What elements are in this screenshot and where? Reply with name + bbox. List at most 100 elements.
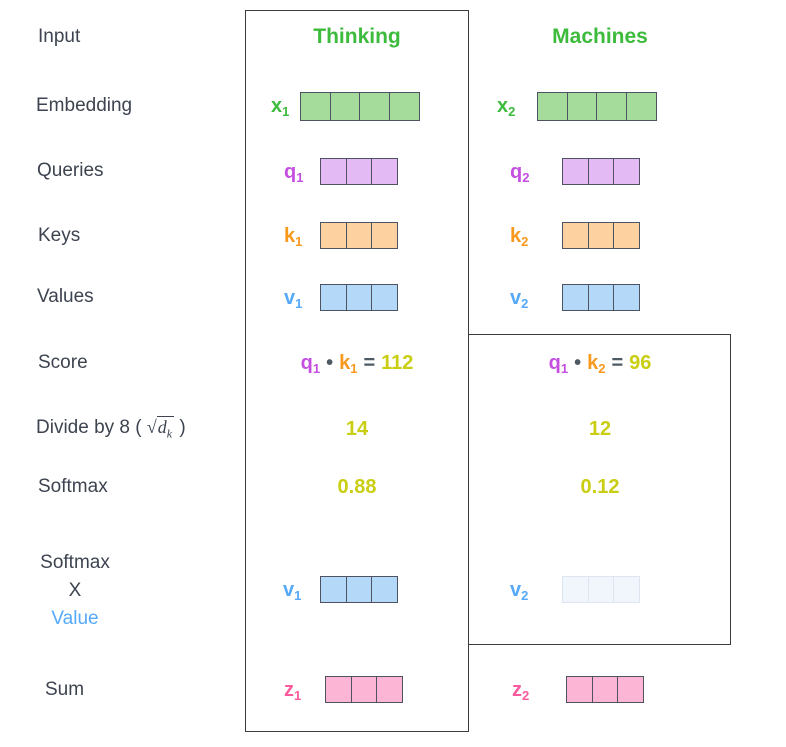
vector-k1 bbox=[320, 222, 398, 249]
dk-sub: k bbox=[166, 426, 173, 441]
vector-label-k2: k2 bbox=[510, 224, 528, 254]
score-expression-machines: q1 • k2 = 96 bbox=[470, 351, 730, 381]
softmax-x-line1: Softmax bbox=[40, 552, 110, 573]
vector-cell bbox=[325, 676, 352, 703]
vector-cell bbox=[371, 284, 398, 311]
vector-q1 bbox=[320, 158, 398, 185]
vector-cell bbox=[345, 284, 373, 311]
sqrt-radicand: dk bbox=[156, 416, 175, 441]
z1-sub: 1 bbox=[294, 688, 302, 703]
vector-label-z2: z2 bbox=[512, 678, 529, 708]
k1-sub: 1 bbox=[295, 234, 303, 249]
sv2-sub: 2 bbox=[521, 588, 529, 603]
vector-label-weighted-v2: v2 bbox=[510, 578, 528, 608]
score1-value: 112 bbox=[381, 352, 414, 374]
vector-x1 bbox=[300, 92, 420, 121]
vector-cell bbox=[562, 576, 589, 603]
score2-q-sub: 1 bbox=[560, 361, 569, 376]
vector-x2 bbox=[537, 92, 657, 121]
column-header-thinking: Thinking bbox=[313, 25, 401, 48]
vector-cell bbox=[345, 576, 373, 603]
v1-sub: 1 bbox=[295, 296, 303, 311]
k2-base: k bbox=[510, 225, 522, 247]
z1-base: z bbox=[284, 679, 294, 701]
vector-cell bbox=[371, 222, 398, 249]
q1-base: q bbox=[284, 161, 297, 183]
vector-v1 bbox=[320, 284, 398, 311]
divide-value-thinking: 14 bbox=[345, 418, 369, 440]
vector-label-z1: z1 bbox=[284, 678, 301, 708]
vector-cell bbox=[537, 92, 568, 121]
v1-base: v bbox=[284, 287, 296, 309]
vector-cell bbox=[371, 158, 398, 185]
score-region-box bbox=[468, 334, 731, 645]
divide-suffix: ) bbox=[179, 417, 186, 438]
vector-cell bbox=[587, 222, 615, 249]
vector-k2 bbox=[562, 222, 640, 249]
q2-sub: 2 bbox=[522, 170, 530, 185]
row-label-softmax-x-value: Softmax X Value bbox=[20, 549, 130, 633]
x2-sub: 2 bbox=[508, 104, 516, 119]
score1-k-base: k bbox=[339, 352, 351, 374]
k2-sub: 2 bbox=[521, 234, 529, 249]
vector-z2 bbox=[566, 676, 644, 703]
score1-k-sub: 1 bbox=[350, 361, 358, 376]
sv1-base: v bbox=[283, 579, 295, 601]
v2-sub: 2 bbox=[521, 296, 529, 311]
score2-k-sub: 2 bbox=[598, 361, 606, 376]
vector-cell bbox=[587, 576, 615, 603]
x2-base: x bbox=[497, 95, 509, 117]
row-label-input: Input bbox=[38, 26, 81, 47]
vector-cell bbox=[320, 222, 347, 249]
vector-cell bbox=[359, 92, 390, 121]
vector-cell bbox=[587, 284, 615, 311]
score2-q-base: q bbox=[548, 352, 561, 374]
vector-cell bbox=[345, 158, 373, 185]
score1-equals-sign: = bbox=[363, 352, 376, 374]
vector-cell bbox=[562, 284, 589, 311]
q2-base: q bbox=[510, 161, 523, 183]
vector-v2 bbox=[562, 284, 640, 311]
vector-cell bbox=[562, 222, 589, 249]
sv1-sub: 1 bbox=[294, 588, 302, 603]
vector-cell bbox=[591, 676, 619, 703]
vector-cell bbox=[300, 92, 331, 121]
vector-cell bbox=[613, 284, 640, 311]
vector-cell bbox=[613, 222, 640, 249]
vector-cell bbox=[596, 92, 627, 121]
vector-label-weighted-v1: v1 bbox=[283, 578, 301, 608]
sqrt-dk-formula: √dk bbox=[146, 416, 175, 441]
score1-q-term: q1 bbox=[301, 352, 320, 376]
vector-cell bbox=[562, 158, 589, 185]
row-label-score: Score bbox=[38, 352, 88, 373]
score1-k-term: k1 bbox=[339, 352, 358, 376]
v2-base: v bbox=[510, 287, 522, 309]
score2-k-base: k bbox=[587, 352, 599, 374]
sqrt-sign: √ bbox=[146, 417, 157, 437]
score2-equals-sign: = bbox=[611, 352, 624, 374]
vector-cell bbox=[566, 676, 593, 703]
score2-q-term: q1 bbox=[548, 352, 569, 376]
vector-label-x1: x1 bbox=[271, 94, 289, 124]
vector-cell bbox=[625, 92, 657, 121]
vector-cell bbox=[566, 92, 598, 121]
softmax-value-machines: 0.12 bbox=[580, 476, 620, 498]
vector-cell bbox=[587, 158, 615, 185]
vector-label-v1: v1 bbox=[284, 286, 302, 316]
score1-dot-operator: • bbox=[326, 352, 334, 374]
vector-cell bbox=[345, 222, 373, 249]
vector-cell bbox=[613, 576, 640, 603]
row-label-softmax: Softmax bbox=[38, 476, 108, 497]
vector-cell bbox=[613, 158, 640, 185]
vector-cell bbox=[617, 676, 644, 703]
vector-cell bbox=[371, 576, 398, 603]
softmax-value-thinking: 0.88 bbox=[337, 476, 377, 498]
softmax-x-line3: Value bbox=[51, 608, 99, 629]
sv2-base: v bbox=[510, 579, 522, 601]
vector-q2 bbox=[562, 158, 640, 185]
row-label-values: Values bbox=[37, 286, 94, 307]
vector-label-q1: q1 bbox=[284, 160, 303, 190]
vector-cell bbox=[320, 158, 347, 185]
z2-base: z bbox=[512, 679, 522, 701]
vector-label-x2: x2 bbox=[497, 94, 515, 124]
